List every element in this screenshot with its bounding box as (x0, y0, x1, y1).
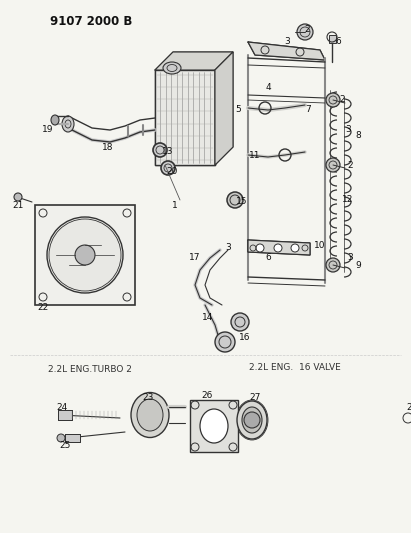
Polygon shape (155, 70, 215, 165)
Text: 3: 3 (284, 37, 290, 46)
Text: 19: 19 (42, 125, 54, 134)
Text: 14: 14 (202, 313, 214, 322)
Text: 8: 8 (355, 131, 361, 140)
Text: 3: 3 (347, 254, 353, 262)
Text: 13: 13 (162, 148, 174, 157)
Circle shape (75, 245, 95, 265)
Text: 6: 6 (335, 37, 341, 46)
Text: 2: 2 (339, 95, 345, 104)
Text: 9107 2000 B: 9107 2000 B (50, 15, 132, 28)
Circle shape (227, 192, 243, 208)
Text: 21: 21 (12, 200, 24, 209)
Text: 2: 2 (304, 26, 310, 35)
Polygon shape (215, 52, 233, 165)
Text: 1: 1 (172, 200, 178, 209)
Polygon shape (65, 434, 80, 442)
Circle shape (47, 217, 123, 293)
Ellipse shape (51, 115, 59, 125)
Text: 10: 10 (314, 240, 326, 249)
Bar (190, 400, 238, 452)
Text: 20: 20 (166, 167, 178, 176)
Ellipse shape (242, 407, 262, 433)
Circle shape (57, 434, 65, 442)
Bar (329, 35, 336, 43)
Text: 6: 6 (265, 254, 271, 262)
Text: 27: 27 (249, 393, 261, 402)
Circle shape (215, 332, 235, 352)
Text: 18: 18 (102, 143, 114, 152)
Text: 9: 9 (355, 261, 361, 270)
Circle shape (291, 244, 299, 252)
Ellipse shape (62, 116, 74, 132)
Circle shape (256, 244, 264, 252)
Text: 2.2L ENG.TURBO 2: 2.2L ENG.TURBO 2 (48, 366, 132, 375)
Polygon shape (58, 410, 72, 420)
Text: 23: 23 (142, 393, 154, 402)
Text: 17: 17 (189, 254, 201, 262)
Text: 12: 12 (342, 196, 354, 205)
Text: 4: 4 (265, 84, 271, 93)
Ellipse shape (163, 62, 181, 74)
Circle shape (326, 258, 340, 272)
Ellipse shape (137, 399, 163, 431)
Polygon shape (248, 240, 310, 255)
Circle shape (274, 244, 282, 252)
Circle shape (244, 412, 260, 428)
Circle shape (326, 93, 340, 107)
Text: 24: 24 (56, 403, 68, 413)
Text: 7: 7 (305, 106, 311, 115)
Polygon shape (155, 52, 233, 70)
Text: 2: 2 (347, 160, 353, 169)
Ellipse shape (200, 409, 228, 443)
Text: 3: 3 (225, 244, 231, 253)
Circle shape (231, 313, 249, 331)
Circle shape (14, 193, 22, 201)
Text: 5: 5 (235, 106, 241, 115)
Text: 2.2L ENG.  16 VALVE: 2.2L ENG. 16 VALVE (249, 364, 341, 373)
Text: 15: 15 (236, 198, 248, 206)
Text: 25: 25 (59, 440, 71, 449)
Circle shape (153, 143, 167, 157)
Ellipse shape (237, 401, 267, 439)
Ellipse shape (131, 392, 169, 438)
Circle shape (161, 161, 175, 175)
Text: 22: 22 (37, 303, 48, 312)
Text: 28: 28 (406, 403, 411, 413)
Text: 3: 3 (345, 125, 351, 134)
Bar (35, 205, 135, 305)
Text: 16: 16 (239, 334, 251, 343)
Text: 26: 26 (201, 391, 212, 400)
Text: 11: 11 (249, 150, 261, 159)
Circle shape (326, 158, 340, 172)
Polygon shape (248, 42, 325, 60)
Circle shape (297, 24, 313, 40)
